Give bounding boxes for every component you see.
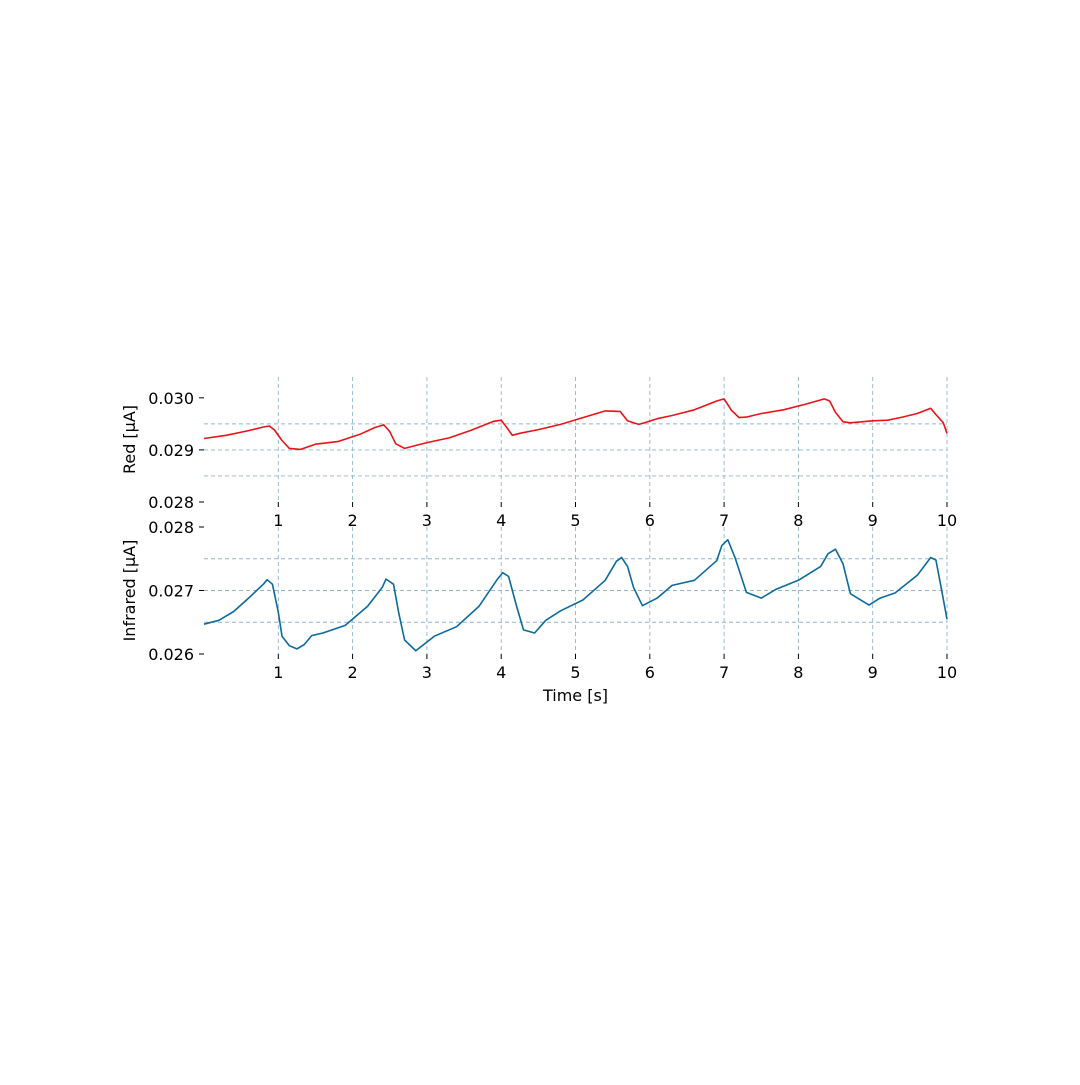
infrared-x-tick-label: 6 <box>645 663 655 682</box>
infrared-x-tick-label: 3 <box>422 663 432 682</box>
infrared-y-tick-label: 0.028 <box>148 518 194 537</box>
red-signal-line <box>203 398 948 451</box>
infrared-x-tick-label: 9 <box>868 663 878 682</box>
infrared-x-tick-label: 5 <box>570 663 580 682</box>
infrared-x-tick-label: 10 <box>937 663 957 682</box>
red-x-tick-label: 7 <box>719 511 729 530</box>
red-x-tick-label: 4 <box>496 511 506 530</box>
red-panel: 1 2 3 4 5 6 7 8 9 10 0.028 0.029 0.030 Red [μA] <box>120 377 957 530</box>
red-x-tick-label: 6 <box>645 511 655 530</box>
red-x-tick-label: 2 <box>348 511 358 530</box>
red-x-tick-label: 1 <box>273 511 283 530</box>
infrared-x-tick-label: 7 <box>719 663 729 682</box>
red-x-tick-label: 10 <box>937 511 957 530</box>
infrared-x-tick-label: 1 <box>273 663 283 682</box>
infrared-y-axis-label: Infrared [μA] <box>120 540 139 642</box>
red-x-tick-label: 8 <box>793 511 803 530</box>
red-y-tick-label: 0.028 <box>148 493 194 512</box>
infrared-panel: 1 2 3 4 5 6 7 8 9 10 0.026 0.027 0.028 Infrared [μA] T… <box>120 518 957 705</box>
red-x-tick-label: 3 <box>422 511 432 530</box>
infrared-x-tick-label: 8 <box>793 663 803 682</box>
infrared-y-tick-label: 0.027 <box>148 582 194 601</box>
red-y-tick-label: 0.029 <box>148 441 194 460</box>
infrared-x-axis-label: Time [s] <box>542 686 608 705</box>
red-x-tick-label: 5 <box>570 511 580 530</box>
red-y-tick-label: 0.030 <box>148 389 194 408</box>
infrared-x-tick-label: 4 <box>496 663 506 682</box>
infrared-x-tick-label: 2 <box>348 663 358 682</box>
red-x-tick-label: 9 <box>868 511 878 530</box>
infrared-y-tick-label: 0.026 <box>148 645 194 664</box>
infrared-signal-line <box>203 538 948 652</box>
red-y-axis-label: Red [μA] <box>120 405 139 474</box>
